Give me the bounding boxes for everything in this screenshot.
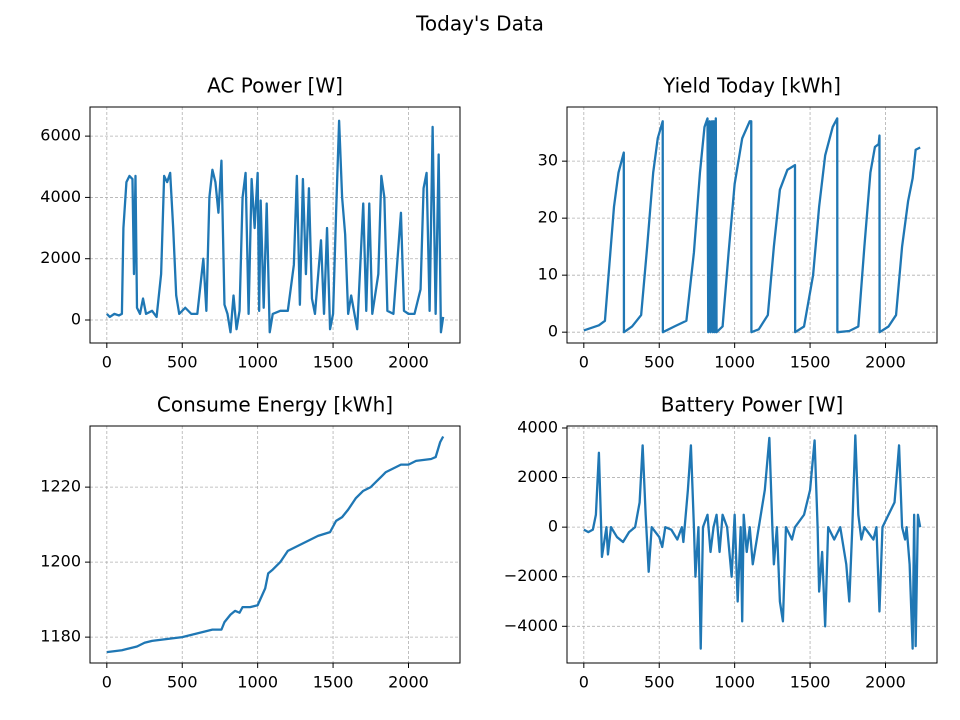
chart-title: AC Power [W] bbox=[207, 74, 343, 98]
y-tick-label: 1180 bbox=[40, 627, 81, 646]
y-tick-label: 1220 bbox=[40, 477, 81, 496]
data-line bbox=[583, 117, 921, 334]
y-tick-label: 10 bbox=[538, 265, 558, 284]
x-tick-label: 1000 bbox=[237, 673, 278, 692]
axes-frame bbox=[89, 425, 461, 664]
x-tick-label: 2000 bbox=[388, 673, 429, 692]
y-tick-label: 1200 bbox=[40, 552, 81, 571]
data-line bbox=[106, 435, 445, 654]
y-tick-label: 0 bbox=[548, 322, 558, 341]
data-line bbox=[583, 434, 922, 650]
y-tick-label: 0 bbox=[548, 517, 558, 536]
y-tick-label: 4000 bbox=[40, 187, 81, 206]
chart-title: Battery Power [W] bbox=[661, 393, 844, 417]
x-tick-label: 2000 bbox=[865, 673, 906, 692]
x-tick-label: 1500 bbox=[790, 673, 831, 692]
axes-frame bbox=[566, 106, 938, 344]
x-tick-label: 1500 bbox=[313, 673, 354, 692]
x-tick-label: 2000 bbox=[388, 353, 429, 372]
x-tick-label: 500 bbox=[167, 673, 198, 692]
chart-title: Yield Today [kWh] bbox=[662, 74, 841, 98]
x-tick-label: 500 bbox=[167, 353, 198, 372]
chart-title: Consume Energy [kWh] bbox=[157, 393, 393, 417]
x-tick-label: 500 bbox=[644, 353, 675, 372]
y-tick-label: −4000 bbox=[504, 616, 558, 635]
y-tick-label: 2000 bbox=[40, 248, 81, 267]
y-tick-label: 4000 bbox=[517, 417, 558, 436]
figure-title: Today's Data bbox=[415, 12, 544, 36]
axes-frame bbox=[89, 106, 461, 344]
x-tick-label: 1000 bbox=[237, 353, 278, 372]
x-tick-label: 1500 bbox=[313, 353, 354, 372]
y-tick-label: 6000 bbox=[40, 126, 81, 145]
y-tick-label: 2000 bbox=[517, 467, 558, 486]
x-tick-label: 1000 bbox=[714, 353, 755, 372]
x-tick-label: 0 bbox=[102, 673, 112, 692]
x-tick-label: 500 bbox=[644, 673, 675, 692]
x-tick-label: 1500 bbox=[790, 353, 831, 372]
y-tick-label: 0 bbox=[71, 310, 81, 329]
x-tick-label: 1000 bbox=[714, 673, 755, 692]
x-tick-label: 0 bbox=[102, 353, 112, 372]
y-tick-label: 30 bbox=[538, 151, 558, 170]
data-line bbox=[105, 119, 445, 334]
x-tick-label: 0 bbox=[579, 673, 589, 692]
y-tick-label: −2000 bbox=[504, 566, 558, 585]
x-tick-label: 0 bbox=[579, 353, 589, 372]
axes-frame bbox=[566, 425, 938, 664]
x-tick-label: 2000 bbox=[865, 353, 906, 372]
y-tick-label: 20 bbox=[538, 208, 558, 227]
